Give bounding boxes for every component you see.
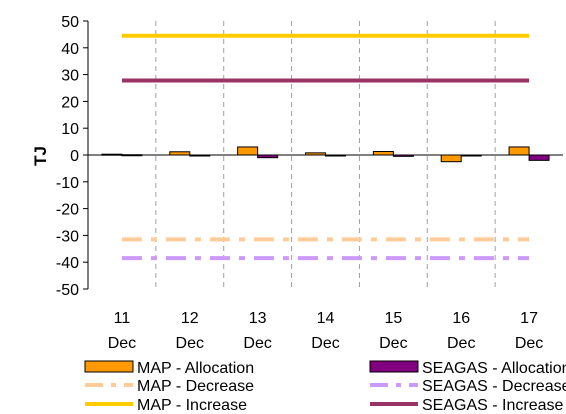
x-tick-label: 15: [384, 310, 402, 327]
y-tick-label: -30: [56, 228, 79, 245]
y-tick-label: 40: [61, 41, 79, 58]
x-tick-label: 13: [249, 310, 267, 327]
bar: [528, 154, 550, 161]
x-tick-label: Dec: [379, 335, 407, 352]
bar: [305, 152, 326, 156]
x-tick-label: 11: [114, 310, 131, 327]
bar: [392, 154, 414, 157]
legend-label: MAP - Decrease: [137, 378, 254, 395]
legend-label: MAP - Allocation: [137, 360, 254, 377]
y-tick-label: -50: [56, 282, 79, 299]
y-tick-label: 50: [61, 14, 79, 31]
x-tick-label: 17: [520, 310, 538, 327]
x-tick-label: 16: [452, 310, 470, 327]
y-tick-label: -20: [56, 202, 79, 219]
bar: [372, 151, 394, 156]
legend-swatch: [84, 360, 134, 373]
bar: [257, 154, 279, 159]
x-axis-ticks: 11 Dec 12 Dec 13 Dec 14 Dec 15 Dec 16 Dec 17 Dec: [108, 310, 544, 352]
x-tick-label: Dec: [243, 335, 271, 352]
series-bars: [101, 146, 550, 163]
bar: [121, 154, 143, 157]
bar: [508, 146, 530, 156]
y-axis-ticks: 50 40 30 20 10 0 -10 -20 -30 -40 -50: [56, 14, 88, 299]
y-tick-label: 20: [61, 94, 79, 111]
legend-label: SEAGAS - Decrease: [422, 378, 566, 395]
bar: [460, 154, 482, 157]
x-tick-label: Dec: [515, 335, 543, 352]
bar: [169, 151, 191, 156]
legend-swatch: [369, 360, 419, 373]
y-tick-label: 10: [61, 121, 79, 138]
legend-label: SEAGAS - Allocation: [422, 360, 566, 377]
legend-label: SEAGAS - Increase: [422, 397, 563, 414]
bar: [237, 146, 259, 156]
legend: MAP - Allocation SEAGAS - Allocation MAP -…: [84, 360, 566, 414]
bar: [440, 154, 462, 163]
x-tick-label: Dec: [447, 335, 475, 352]
bar: [101, 153, 123, 156]
series-lines: [121, 33, 530, 261]
legend-label: MAP - Increase: [137, 397, 247, 414]
x-tick-label: Dec: [176, 335, 204, 352]
y-tick-label: -40: [56, 255, 79, 272]
y-tick-label: -10: [56, 175, 79, 192]
y-tick-label: 0: [70, 148, 79, 165]
x-tick-label: 12: [181, 310, 199, 327]
x-tick-label: 14: [317, 310, 335, 327]
y-axis-label: TJ: [31, 146, 50, 166]
bar: [325, 154, 346, 157]
x-tick-label: Dec: [311, 335, 339, 352]
x-tick-label: Dec: [108, 335, 136, 352]
y-tick-label: 30: [61, 68, 79, 85]
bar: [189, 154, 211, 157]
